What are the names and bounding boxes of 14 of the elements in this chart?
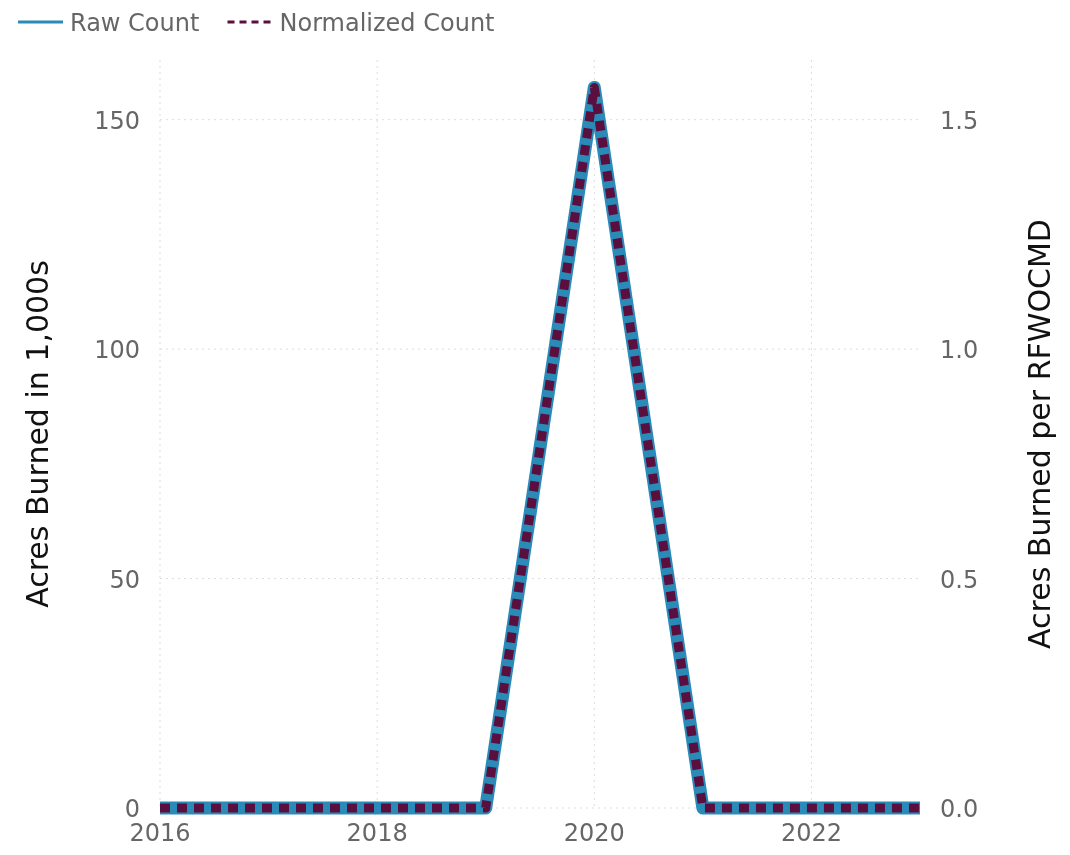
x-tick-label: 2020 (563, 819, 625, 847)
y2-tick-label: 0.0 (940, 795, 979, 823)
x-tick-label: 2018 (346, 819, 408, 847)
y2-axis-title: Acres Burned per RFWOCMD (1022, 219, 1057, 649)
legend-label: Normalized Count (279, 9, 495, 37)
y2-tick-label: 0.5 (940, 565, 979, 594)
y-tick-label: 100 (94, 336, 140, 365)
y-tick-label: 150 (94, 106, 140, 135)
y-tick-label: 50 (109, 565, 140, 594)
y2-tick-label: 1.5 (940, 106, 979, 135)
legend-label: Raw Count (70, 9, 200, 37)
y-axis-title: Acres Burned in 1,000s (20, 260, 55, 608)
y2-tick-label: 1.0 (940, 336, 979, 365)
x-tick-label: 2022 (780, 819, 842, 847)
